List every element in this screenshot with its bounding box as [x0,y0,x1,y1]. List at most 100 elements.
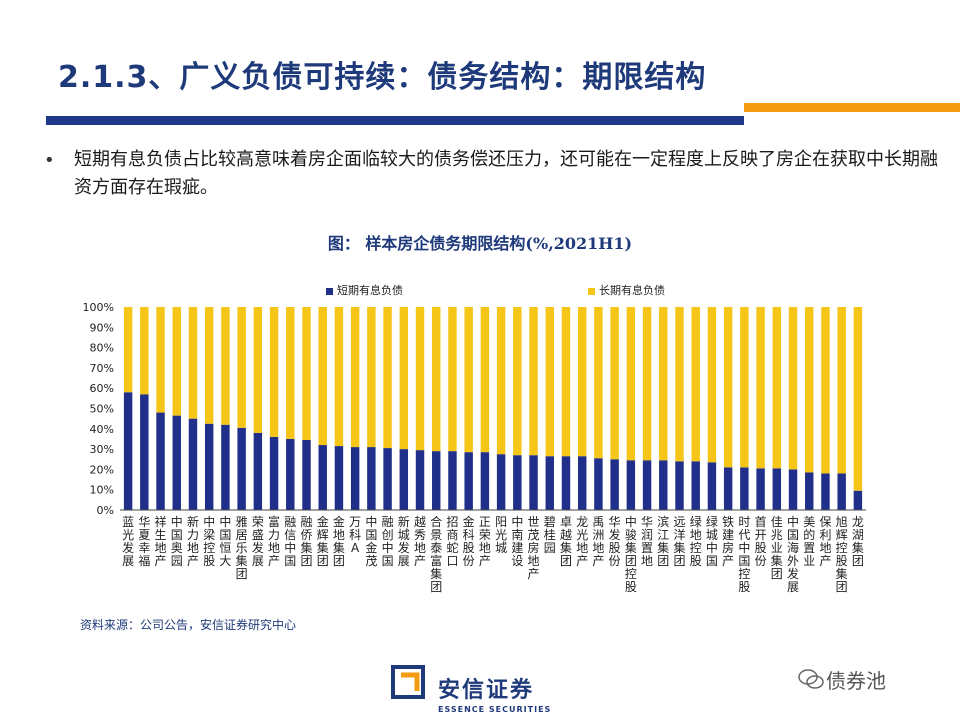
wechat-icon [798,669,824,689]
x-tick-label: 金科股份 [463,514,475,568]
bar-short-debt [723,467,733,510]
bar-long-debt [172,307,181,416]
bar-long-debt [480,307,490,453]
bar-short-debt [237,427,246,510]
x-tick-label: 富力地产 [268,514,280,568]
brand-name-cn: 安信证券 [438,678,535,703]
legend-label-long: 长期有息负债 [599,284,665,297]
y-tick-label: 80% [90,342,114,355]
figure-title: 图： 样本房企债务期限结构(%,2021H1) [327,234,633,253]
x-tick-label: 中骏集团控股 [625,514,637,594]
x-tick-label: 滨江集团 [657,514,669,568]
bar-short-debt [529,455,538,510]
bullet-marker: • [44,150,55,171]
bar-long-debt [496,307,506,455]
bar-short-debt [545,456,554,510]
bar-long-debt [302,307,311,440]
bar-short-debt [853,490,863,510]
x-tick-label: 龙光地产 [576,515,588,568]
bar-short-debt [610,459,619,510]
bar-short-debt [513,455,522,510]
x-tick-label: 中梁控股 [203,514,215,568]
y-tick-label: 70% [90,362,114,375]
x-tick-label: 华发股份 [609,515,621,568]
bar-long-debt [318,307,327,446]
x-tick-label: 中南建设 [511,514,523,568]
bar-long-debt [140,307,149,395]
x-tick-label: 龙湖集团 [852,515,864,568]
bar-short-debt [675,461,684,510]
x-tick-label: 保利地产 [819,515,831,568]
bar-long-debt [691,307,700,462]
x-tick-label: 华夏幸福 [138,515,150,568]
bar-long-debt [350,307,360,448]
bar-long-debt [156,307,165,413]
x-tick-label: 融侨集团 [300,515,312,568]
bar-long-debt [577,307,587,457]
bar-short-debt [626,460,636,510]
bar-short-debt [740,467,749,510]
x-tick-label: 蓝光发展 [122,515,134,568]
bar-short-debt [367,447,376,510]
bar-long-debt [740,307,749,468]
bar-long-debt [805,307,814,473]
bar-short-debt [334,446,344,510]
bar-long-debt [837,307,846,474]
x-tick-label: 祥生地产 [155,515,167,568]
x-tick-label: 荣盛发展 [252,515,264,568]
x-tick-label: 越秀地产 [414,515,426,568]
bar-long-debt [415,307,425,451]
x-tick-label: 招商蛇口 [446,515,458,568]
x-tick-label: 禹洲地产 [592,515,604,568]
bar-long-debt [594,307,603,459]
bar-long-debt [561,307,571,457]
x-tick-label: 融创中国 [382,515,394,568]
bar-long-debt [626,307,636,461]
x-tick-label: 华润置地 [641,515,653,568]
y-tick-label: 30% [90,443,114,456]
bar-long-debt [286,307,295,439]
bar-long-debt [253,307,263,433]
bar-long-debt [675,307,684,462]
bar-short-debt [221,424,230,510]
x-tick-label: 新城发展 [398,514,410,568]
x-tick-label: 中国奥园 [171,514,183,568]
legend-label-short: 短期有息负债 [337,284,403,297]
x-tick-label: 融信中国 [284,515,296,568]
bar-short-debt [772,468,782,510]
bar-short-debt [399,449,409,510]
bar-long-debt [772,307,782,469]
bar-short-debt [204,423,214,510]
bar-long-debt [707,307,717,463]
bar-short-debt [788,469,798,510]
bar-long-debt [448,307,457,452]
brand-name-en: ESSENCE SECURITIES [438,705,552,714]
bar-long-debt [399,307,409,450]
x-tick-label: 世茂房地产 [528,515,540,581]
x-tick-label: 阳光城 [495,515,507,555]
bar-short-debt [286,438,295,510]
bar-long-debt [123,307,133,393]
x-tick-label: 铁建房产 [722,515,734,568]
bar-short-debt [756,468,765,510]
x-tick-label: 中国恒大 [219,514,231,568]
x-tick-label: 远洋集团 [673,515,685,568]
bar-short-debt [659,460,668,510]
bar-short-debt [432,451,441,510]
legend-swatch-short [326,287,333,295]
legend-item-short: 短期有息负债 [326,282,403,298]
title-underline-orange [744,103,960,112]
bar-short-debt [594,458,603,510]
bar-long-debt [853,307,863,491]
x-tick-label: 万科 A [349,515,361,555]
bar-short-debt [464,452,473,510]
x-tick-label: 卓越集团 [560,515,572,568]
x-tick-label: 金辉集团 [317,514,329,568]
bar-long-debt [529,307,538,456]
x-tick-label: 中国金茂 [365,514,377,568]
watermark-text: 债券池 [826,669,886,693]
bar-long-debt [464,307,473,453]
bar-short-debt [253,432,263,510]
brand-logo-icon [391,665,425,699]
